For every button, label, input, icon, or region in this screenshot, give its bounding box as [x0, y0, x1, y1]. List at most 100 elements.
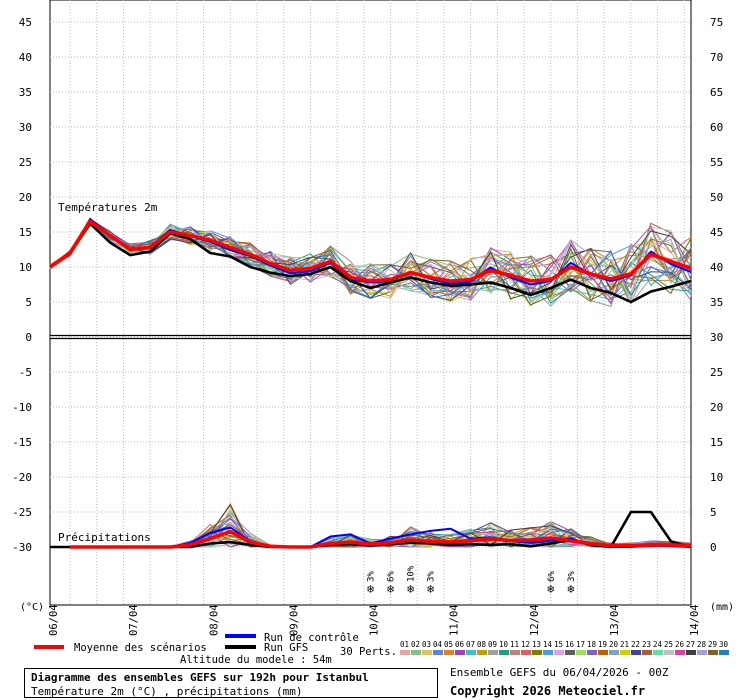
right-tick-label: 60	[710, 121, 723, 134]
left-tick-label: 35	[19, 86, 32, 99]
legend-perturbation-number: 05	[444, 640, 453, 649]
x-tick-label: 07/04	[128, 604, 140, 636]
altitude-label: Altitude du modele : 54m	[180, 654, 332, 666]
main-series	[48, 218, 692, 549]
legend-perturbation-number: 15	[554, 640, 563, 649]
legend-perturbation-swatch	[543, 650, 553, 655]
legend-perturbation-number: 30	[719, 640, 729, 649]
legend-perturbation-swatch	[598, 650, 608, 655]
snow-percent-label: 10%	[407, 565, 417, 582]
right-tick-label: 55	[710, 156, 723, 169]
legend-perturbation-number: 26	[675, 640, 685, 649]
temperature-perturbations	[49, 217, 692, 308]
left-tick-label: 15	[19, 226, 32, 239]
legend-perturbation-swatch	[587, 650, 597, 655]
right-tick-label: 10	[710, 471, 723, 484]
legend-mean-label: Moyenne des scénarios	[74, 642, 207, 654]
legend-perturbation-number: 12	[521, 640, 530, 649]
legend-perturbation-swatch	[653, 650, 663, 655]
legend-perturbation-number: 20	[609, 640, 619, 649]
left-tick-label: -5	[19, 366, 32, 379]
snowflake-icon: ❄	[407, 582, 414, 596]
legend-perturbation-swatch	[719, 650, 729, 655]
snowflake-icon: ❄	[427, 582, 434, 596]
left-unit-label: (°C)	[20, 602, 44, 613]
chart-subtitle: Température 2m (°C) , précipitations (mm…	[31, 685, 303, 698]
legend-perturbation-swatch	[708, 650, 718, 655]
left-tick-label: 20	[19, 191, 32, 204]
legend-perturbation-swatch	[686, 650, 696, 655]
x-tick-label: 10/04	[369, 604, 381, 636]
snow-percent-label: 6%	[547, 571, 557, 582]
legend-perturbation-swatch	[477, 650, 487, 655]
snowflake-icon: ❄	[547, 582, 554, 596]
left-tick-label: 30	[19, 121, 32, 134]
x-tick-label: 14/04	[689, 604, 701, 636]
legend-perturbation-number: 14	[543, 640, 553, 649]
right-tick-label: 25	[710, 366, 723, 379]
left-tick-label: -15	[12, 436, 32, 449]
legend-perturbation-number: 10	[499, 640, 509, 649]
snowflake-icon: ❄	[387, 582, 394, 596]
x-axis: 06/04 07/04 08/04 09/04 10/04 11/04 12/04 13/04…	[48, 604, 701, 636]
legend-perturbation-swatch	[455, 650, 465, 655]
ensemble-label: Ensemble GEFS du 06/04/2026 - 00Z	[450, 666, 669, 679]
left-tick-label: 0	[25, 331, 32, 344]
legend-perturbation-number: 09	[488, 640, 497, 649]
temperature-gfs-line	[49, 222, 692, 304]
legend-perturbation-swatch	[675, 650, 685, 655]
legend-perturbation-swatch	[532, 650, 542, 655]
legend-perturbation-number: 03	[422, 640, 431, 649]
legend-perturbation-swatch	[521, 650, 531, 655]
snowflake-icon: ❄	[367, 582, 374, 596]
precipitation-mean-line	[70, 529, 692, 549]
x-tick-label: 06/04	[48, 604, 60, 636]
right-tick-label: 30	[710, 331, 723, 344]
legend-perturbation-swatch	[631, 650, 641, 655]
left-tick-label: 10	[19, 261, 32, 274]
chart-title: Diagramme des ensembles GEFS sur 192h po…	[31, 671, 369, 684]
right-tick-label: 0	[710, 541, 717, 554]
snowflake-icon: ❄	[567, 582, 574, 596]
legend-perturbation-number: 06	[455, 640, 465, 649]
x-tick-label: 08/04	[208, 604, 220, 636]
legend-perturbation-number: 21	[620, 640, 629, 649]
left-axis: 45 40 35 30 25 20 15 10 5 0 -5 -10 -15 -20 -25 -30	[12, 16, 32, 554]
left-tick-label: -10	[12, 401, 32, 414]
legend-perturbation-number: 17	[576, 640, 585, 649]
x-tick-label: 12/04	[529, 604, 541, 636]
legend-perturbation-swatch	[400, 650, 410, 655]
legend-perturbation-number: 24	[653, 640, 663, 649]
right-tick-label: 5	[710, 506, 717, 519]
legend-perturbation-swatch	[433, 650, 443, 655]
temperature-perturbation-line	[49, 222, 692, 297]
legend-perturbation-swatch	[642, 650, 652, 655]
legend-perturbation-swatch	[576, 650, 586, 655]
temp-section-label: Températures 2m	[58, 201, 158, 214]
legend-perturbation-number: 11	[510, 640, 519, 649]
right-tick-label: 35	[710, 296, 723, 309]
right-tick-label: 20	[710, 401, 723, 414]
legend-perturbation-number: 18	[587, 640, 597, 649]
legend-gfs-label: Run GFS	[264, 642, 308, 654]
left-tick-label: -25	[12, 506, 32, 519]
legend-perturbation-number: 23	[642, 640, 651, 649]
legend: Moyenne des scénarios Run de contrôleRun …	[34, 632, 729, 655]
right-unit-label: (mm)	[710, 602, 734, 613]
legend-perturbation-swatch	[510, 650, 520, 655]
right-tick-label: 40	[710, 261, 723, 274]
legend-perturbation-swatch	[554, 650, 564, 655]
left-tick-label: -20	[12, 471, 32, 484]
legend-perturbation-number: 29	[708, 640, 717, 649]
right-tick-label: 70	[710, 51, 723, 64]
legend-perturbation-swatch	[488, 650, 498, 655]
x-tick-label: 09/04	[288, 604, 300, 636]
left-tick-label: 40	[19, 51, 32, 64]
legend-perturbation-number: 08	[477, 640, 487, 649]
legend-perturbation-number: 28	[697, 640, 707, 649]
left-tick-label: 5	[25, 296, 32, 309]
legend-perturbation-number: 16	[565, 640, 575, 649]
legend-perturbation-swatch	[444, 650, 454, 655]
chart-info-box: Diagramme des ensembles GEFS sur 192h po…	[24, 668, 438, 698]
